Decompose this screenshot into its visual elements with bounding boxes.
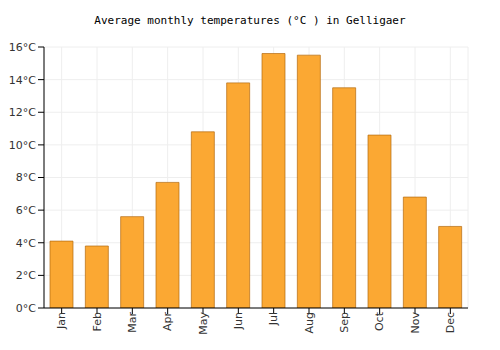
svg-text:Feb: Feb — [91, 312, 104, 331]
svg-text:Jun: Jun — [232, 312, 245, 330]
svg-text:Jan: Jan — [55, 312, 68, 330]
svg-text:Sep: Sep — [338, 312, 351, 333]
svg-text:6°C: 6°C — [16, 204, 36, 217]
svg-text:0°C: 0°C — [16, 302, 36, 315]
svg-text:Aug: Aug — [303, 312, 316, 333]
svg-text:May: May — [197, 312, 210, 335]
svg-text:Mar: Mar — [126, 312, 139, 333]
svg-text:16°C: 16°C — [9, 41, 36, 54]
svg-text:8°C: 8°C — [16, 171, 36, 184]
svg-text:Nov: Nov — [409, 312, 422, 334]
svg-text:12°C: 12°C — [9, 106, 36, 119]
svg-text:Oct: Oct — [373, 311, 386, 331]
svg-text:2°C: 2°C — [16, 269, 36, 282]
html-text:Average monthly temperatures (: Average monthly temperatures (°C ) in Ge… — [94, 14, 406, 27]
svg-text:14°C: 14°C — [9, 74, 36, 87]
svg-text:Jul: Jul — [267, 312, 280, 326]
svg-text:Dec: Dec — [444, 312, 457, 333]
svg-text:4°C: 4°C — [16, 237, 36, 250]
svg-text:10°C: 10°C — [9, 139, 36, 152]
svg-text:Apr: Apr — [161, 312, 174, 332]
